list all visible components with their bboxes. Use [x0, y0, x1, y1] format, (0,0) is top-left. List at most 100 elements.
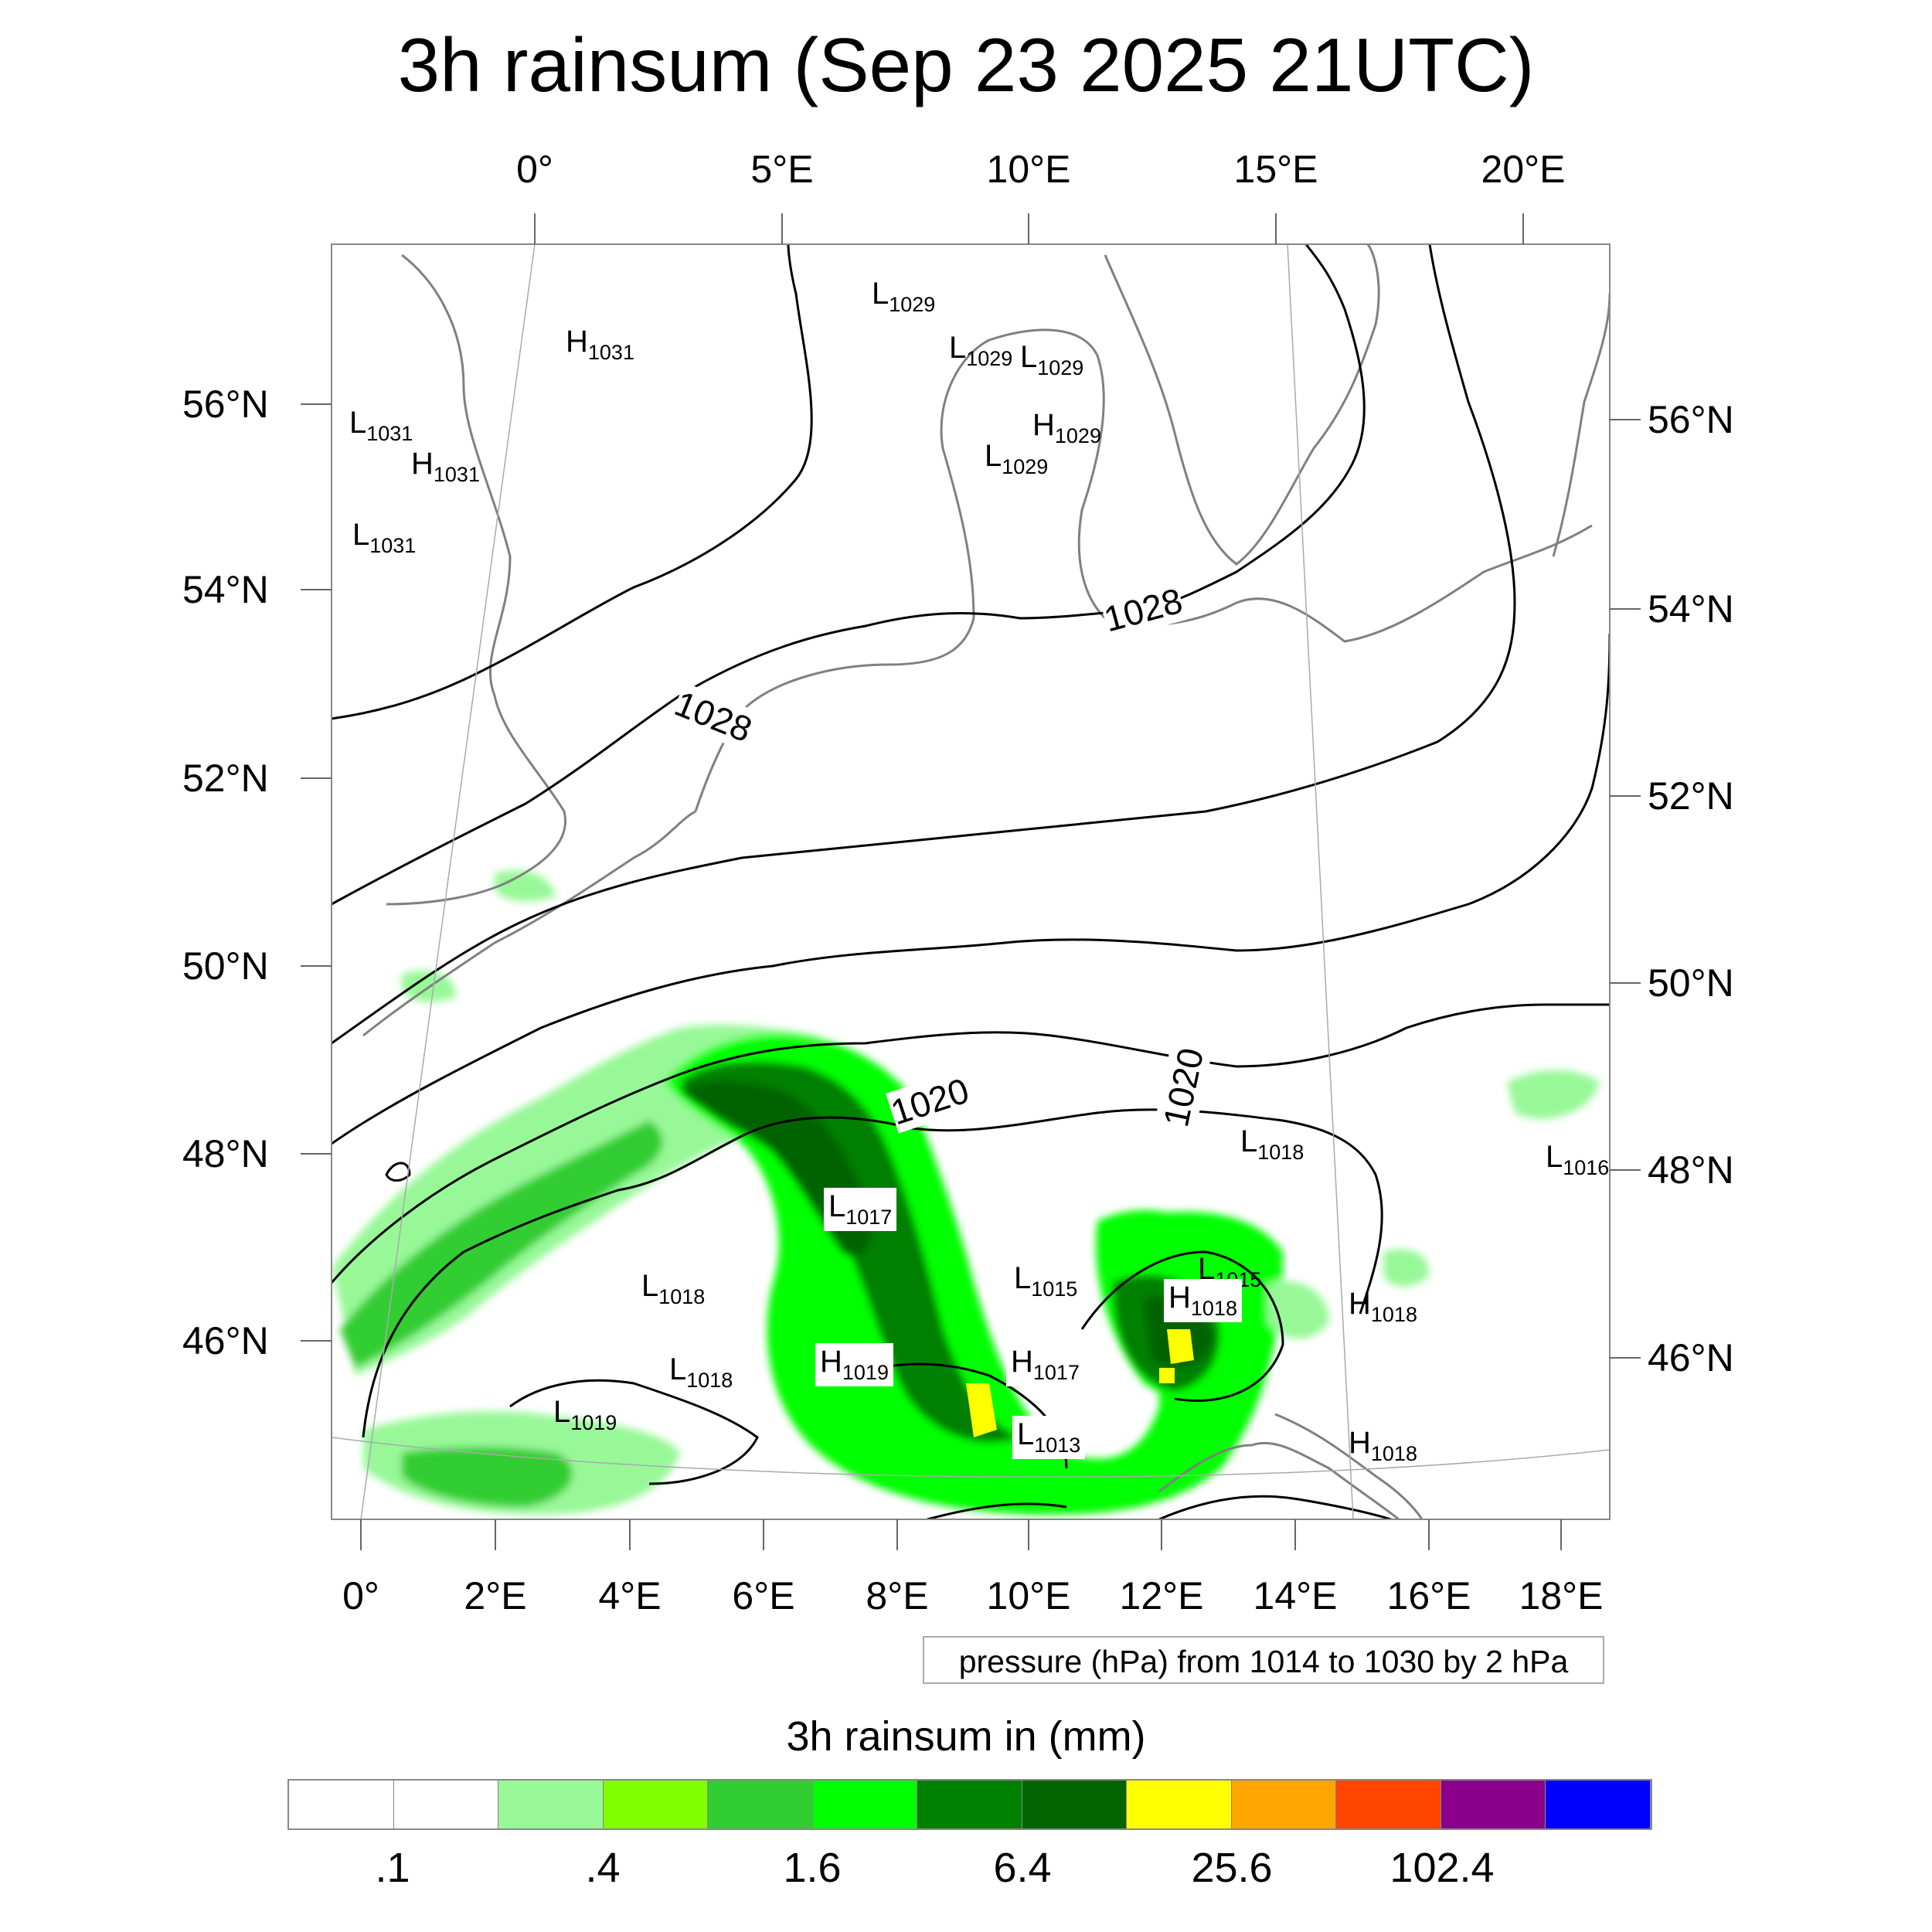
bottom-lon-label: 14°E [1253, 1574, 1338, 1617]
pressure-center-type: L [349, 406, 367, 440]
left-lat-label: 56°N [182, 383, 269, 426]
pressure-center-value: 1017 [845, 1206, 893, 1229]
heavy-rain-cell-2 [1167, 1329, 1194, 1364]
isobar-1026 [332, 244, 1516, 1045]
pressure-center-value: 1031 [587, 341, 634, 364]
coastline-baltic-east [1552, 293, 1610, 557]
bottom-lon-label: 18°E [1519, 1574, 1604, 1617]
pressure-center-value: 1031 [366, 422, 413, 445]
colorbar-tick-label: 1.6 [783, 1845, 842, 1891]
pressure-center-type: L [553, 1395, 571, 1429]
pressure-center-value: 1018 [658, 1285, 706, 1308]
pressure-center-value: 1029 [1037, 356, 1084, 379]
pressure-center-type: L [1240, 1124, 1258, 1158]
left-lat-label: 46°N [182, 1319, 269, 1362]
meridian-0 [360, 244, 536, 1519]
coastlines [362, 244, 1610, 1519]
coastline-netherlands-germany [694, 328, 1107, 812]
heavy-rain-cell-3 [1159, 1368, 1175, 1383]
bottom-lon-label: 10°E [986, 1574, 1071, 1617]
map-title: 3h rainsum (Sep 23 2025 21UTC) [397, 22, 1535, 107]
coastline-adriatic [1158, 1441, 1400, 1519]
pressure-center-label: L1029 [1020, 340, 1083, 380]
pressure-center-type: H [1011, 1345, 1033, 1379]
rain-area-west-medium [340, 1121, 663, 1368]
isobar-1016-southeast [1158, 1495, 1392, 1519]
pressure-center-label: L1031 [349, 406, 413, 446]
pressure-center-type: L [872, 277, 889, 311]
pressure-center-type: L [352, 518, 370, 552]
isobar-1016-east [1080, 1250, 1284, 1402]
axis-ticks [301, 213, 1641, 1550]
rain-area-hungary-light [1383, 1249, 1430, 1287]
bottom-lon-label: 16°E [1386, 1574, 1471, 1617]
pressure-center-value: 1029 [966, 347, 1013, 370]
pressure-center-value: 1019 [570, 1411, 617, 1434]
pressure-center-type: H [1032, 408, 1055, 442]
right-lat-label: 52°N [1648, 774, 1734, 818]
isobar-1030 [332, 244, 813, 720]
top-lon-label: 10°E [986, 148, 1071, 191]
pressure-center-label: H1018 [1349, 1287, 1417, 1327]
graticule [332, 244, 1610, 1519]
bottom-lon-label: 2°E [464, 1574, 527, 1617]
right-lat-label: 48°N [1648, 1148, 1734, 1192]
colorbar-box [1022, 1781, 1128, 1828]
pressure-center-type: L [949, 331, 967, 365]
left-lat-label: 48°N [182, 1132, 269, 1175]
pressure-center-value: 1031 [433, 463, 480, 486]
pressure-center-label: H1031 [411, 447, 480, 487]
isobar-small-ring [385, 1162, 411, 1182]
pressure-center-type: H [411, 447, 434, 481]
right-lat-label: 50°N [1648, 961, 1734, 1005]
colorbar-tick-label: 25.6 [1191, 1845, 1273, 1891]
pressure-center-type: L [1020, 340, 1038, 374]
top-lon-label: 15°E [1233, 148, 1318, 191]
top-lon-label: 20°E [1481, 148, 1566, 191]
bottom-lon-label: 4°E [598, 1574, 662, 1617]
isobar-1028 [332, 244, 1366, 906]
bottom-lon-label: 8°E [866, 1574, 929, 1617]
pressure-center-value: 1029 [889, 293, 936, 316]
colorbar-box [603, 1781, 709, 1828]
pressure-center-value: 1018 [1257, 1141, 1304, 1164]
colorbar-box [708, 1781, 813, 1828]
pressure-center-label: L1019 [553, 1395, 617, 1435]
colorbar-title: 3h rainsum in (mm) [786, 1713, 1146, 1760]
pressure-center-value: 1031 [369, 534, 417, 557]
colorbar-box [917, 1781, 1022, 1828]
pressure-center-type: L [1014, 1261, 1032, 1295]
rain-area-england-light [495, 870, 556, 902]
rain-area-adriatic-light [1267, 1281, 1329, 1339]
bottom-lon-label: 12°E [1119, 1574, 1204, 1617]
colorbar [287, 1779, 1652, 1830]
pressure-center-label: H1018 [1164, 1279, 1242, 1322]
top-lon-label: 0° [516, 148, 553, 191]
rain-area-carpathian-light [1507, 1070, 1600, 1119]
right-lat-label: 46°N [1648, 1336, 1734, 1379]
pressure-center-label: L1018 [641, 1269, 705, 1309]
pressure-center-type: L [1198, 1252, 1216, 1286]
pressure-center-label: L1013 [1012, 1416, 1086, 1459]
pressure-center-value: 1018 [1190, 1297, 1237, 1320]
pressure-center-type: H [1349, 1426, 1371, 1460]
pressure-center-value: 1018 [1370, 1303, 1417, 1326]
rain-area-central-light [634, 1031, 804, 1059]
coastline-france-belgium [362, 810, 696, 1037]
pressure-center-label: L1018 [669, 1352, 733, 1393]
pressure-center-label: L1015 [1014, 1261, 1077, 1301]
colorbar-box [1440, 1781, 1546, 1828]
right-lat-label: 56°N [1648, 398, 1734, 441]
colorbar-tick-label: .1 [375, 1845, 410, 1891]
pressure-center-type: L [828, 1189, 846, 1223]
parallel-45n [332, 1437, 1610, 1478]
pressure-center-value: 1015 [1031, 1277, 1078, 1301]
pressure-center-value: 1018 [1370, 1442, 1417, 1465]
coastline-sweden [1104, 244, 1380, 566]
pressure-center-type: H [566, 325, 588, 359]
contour-legend-note: pressure (hPa) from 1014 to 1030 by 2 hP… [923, 1636, 1604, 1684]
map-frame [331, 243, 1611, 1520]
coastline-dalmatia [1274, 1413, 1423, 1519]
pressure-center-value: 1013 [1034, 1434, 1081, 1457]
heavy-rain-cells [966, 1329, 1194, 1437]
